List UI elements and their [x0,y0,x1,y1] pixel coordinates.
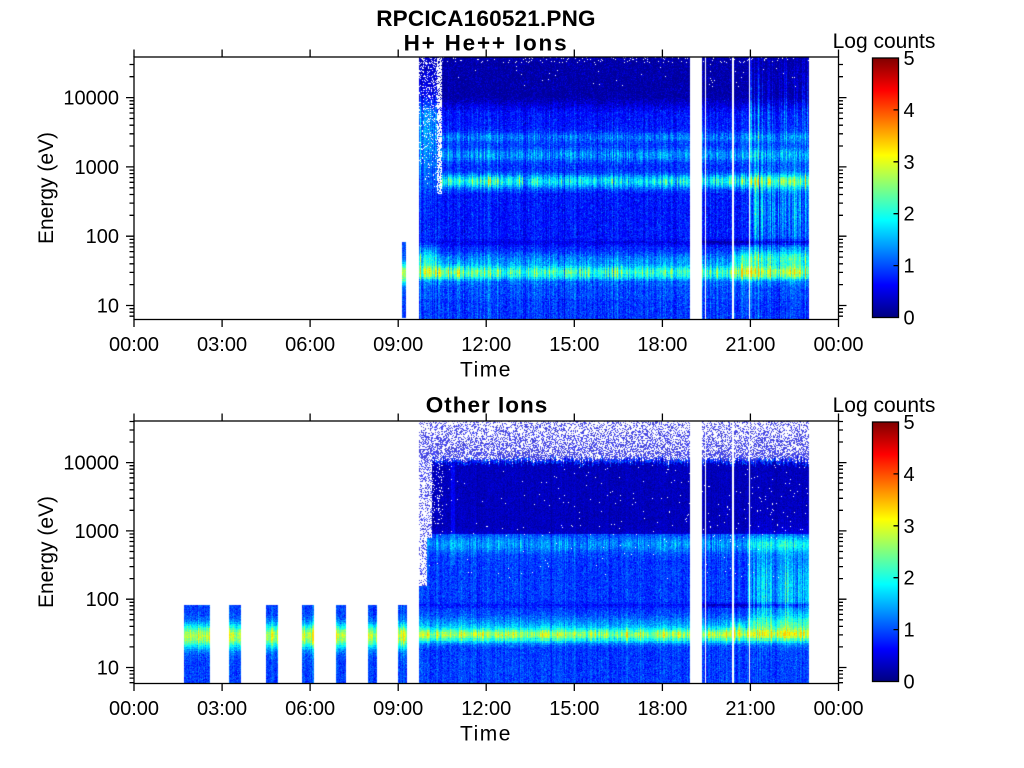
svg-text:Log counts: Log counts [833,30,936,53]
svg-text:Log counts: Log counts [833,394,936,417]
svg-text:Time: Time [460,723,512,746]
svg-text:Other Ions: Other Ions [426,393,549,418]
svg-text:1000: 1000 [75,157,120,179]
svg-text:10000: 10000 [63,453,119,475]
svg-text:18:00: 18:00 [637,334,687,356]
svg-text:Energy (eV): Energy (eV) [35,496,58,608]
svg-text:100: 100 [86,226,119,248]
svg-text:00:00: 00:00 [109,334,159,356]
svg-text:10: 10 [97,658,119,680]
svg-text:3: 3 [904,516,915,538]
svg-text:1000: 1000 [75,521,120,543]
svg-text:00:00: 00:00 [109,698,159,720]
svg-text:15:00: 15:00 [549,334,599,356]
svg-text:Energy (eV): Energy (eV) [35,132,58,244]
svg-text:1: 1 [904,256,915,278]
svg-text:21:00: 21:00 [725,698,775,720]
svg-text:21:00: 21:00 [725,334,775,356]
svg-text:18:00: 18:00 [637,698,687,720]
svg-text:06:00: 06:00 [285,334,335,356]
svg-text:0: 0 [904,308,915,330]
svg-text:0: 0 [904,672,915,694]
svg-text:12:00: 12:00 [461,334,511,356]
svg-text:03:00: 03:00 [197,334,247,356]
svg-text:00:00: 00:00 [813,334,863,356]
svg-text:H+ He++ Ions: H+ He++ Ions [404,31,569,56]
svg-text:15:00: 15:00 [549,698,599,720]
svg-text:12:00: 12:00 [461,698,511,720]
svg-text:5: 5 [904,48,915,70]
svg-text:5: 5 [904,412,915,434]
svg-text:00:00: 00:00 [813,698,863,720]
svg-text:4: 4 [904,464,915,486]
svg-text:Time: Time [460,359,512,382]
svg-text:100: 100 [86,589,119,611]
svg-text:06:00: 06:00 [285,698,335,720]
svg-text:2: 2 [904,204,915,226]
svg-text:RPCICA160521.PNG: RPCICA160521.PNG [376,6,596,31]
svg-text:10: 10 [97,296,119,318]
svg-text:09:00: 09:00 [373,334,423,356]
svg-text:3: 3 [904,152,915,174]
svg-text:10000: 10000 [63,88,119,110]
svg-text:09:00: 09:00 [373,698,423,720]
svg-text:1: 1 [904,620,915,642]
svg-text:03:00: 03:00 [197,698,247,720]
svg-text:2: 2 [904,568,915,590]
svg-text:4: 4 [904,100,915,122]
